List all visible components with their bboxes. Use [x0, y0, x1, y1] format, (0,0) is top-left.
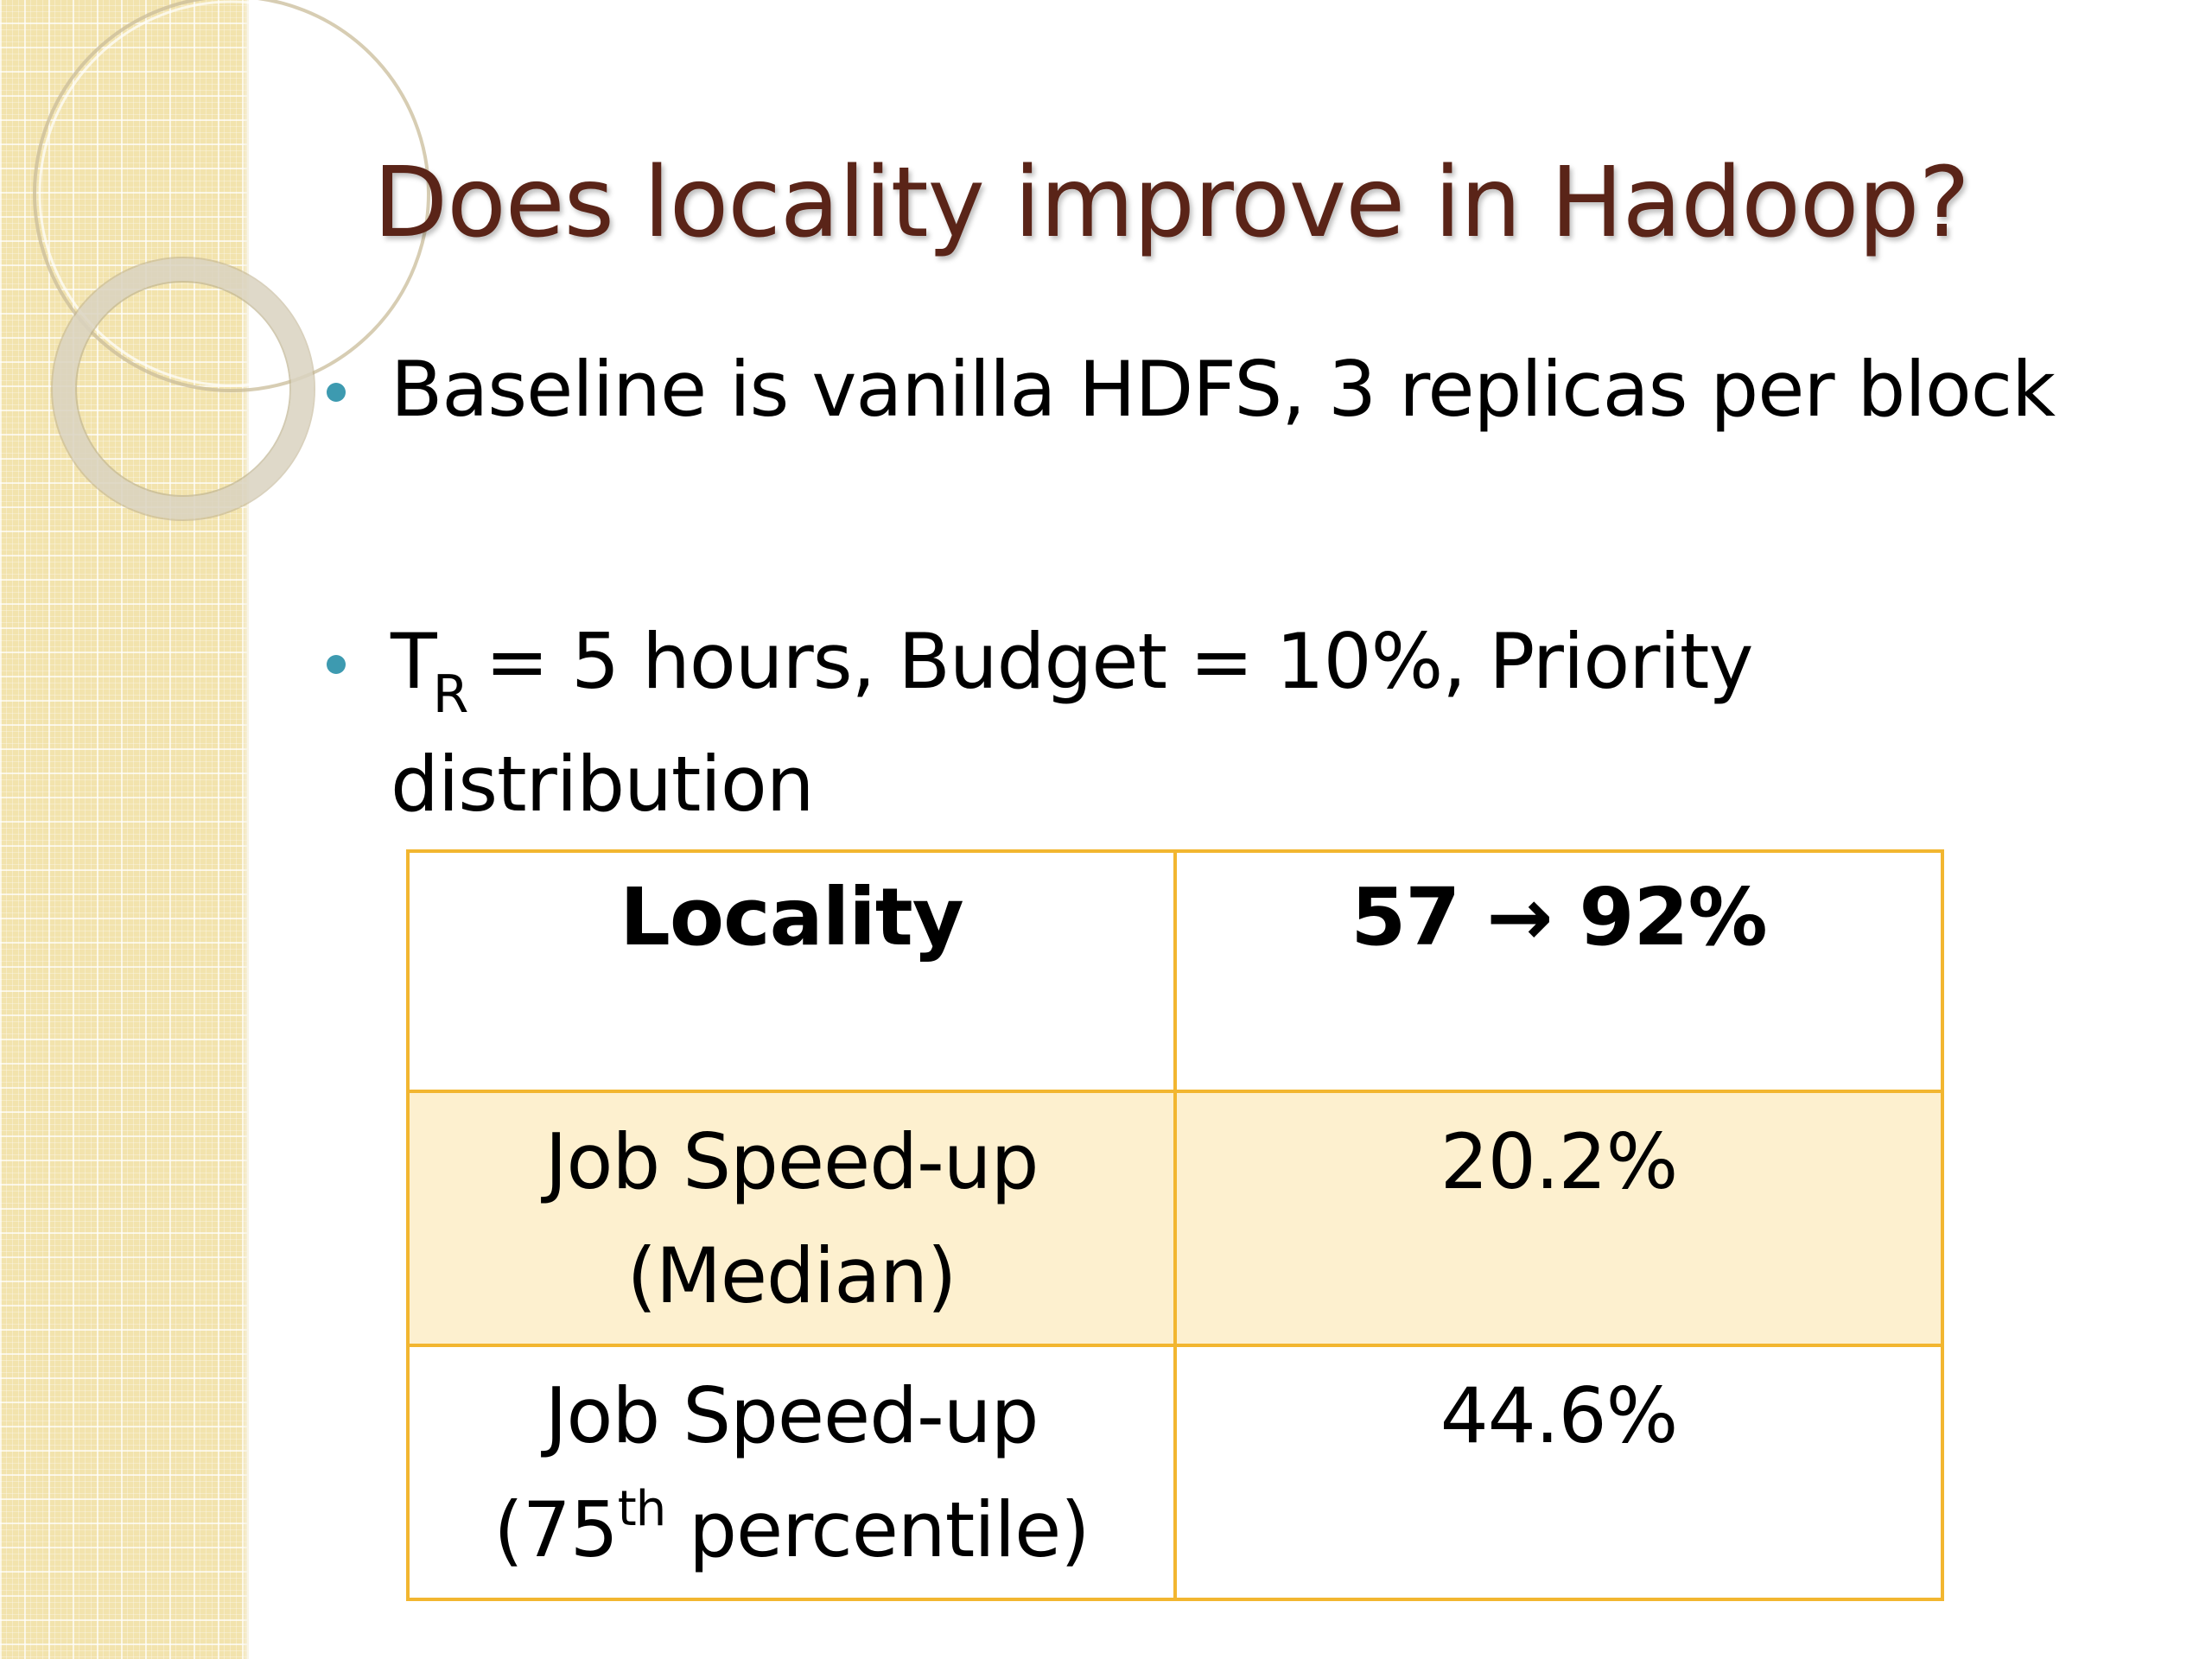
p75-value-cell: 44.6% — [1173, 1344, 1944, 1601]
bullet-dot-icon — [327, 655, 346, 674]
slide-title: Does locality improve in Hadoop? — [373, 147, 1970, 259]
median-value-cell: 20.2% — [1173, 1090, 1944, 1347]
median-label-line1: Job Speed-up — [544, 1117, 1039, 1206]
large-ring — [33, 0, 430, 392]
large-ring-highlight — [38, 0, 425, 387]
parameters-text: = 5 hours, Budget = 10%, Priority distri… — [391, 617, 1753, 829]
locality-value: 57 → 92% — [1351, 871, 1767, 963]
p75-label-line2: (75th percentile) — [418, 1473, 1165, 1598]
bullet-parameters: TR = 5 hours, Budget = 10%, Priority dist… — [391, 605, 2015, 842]
small-ring — [53, 258, 314, 519]
p75-label-line1: Job Speed-up — [544, 1371, 1039, 1460]
p75-label-cell: Job Speed-up (75th percentile) — [406, 1344, 1177, 1601]
median-label-line2: (Median) — [626, 1231, 957, 1320]
table-row: Job Speed-up (Median) 20.2% — [406, 1090, 1944, 1347]
tr-subscript: R — [432, 664, 469, 725]
table-row: Job Speed-up (75th percentile) 44.6% — [406, 1344, 1944, 1601]
bullet-baseline: Baseline is vanilla HDFS, 3 replicas per… — [391, 345, 2056, 434]
locality-label: Locality — [620, 871, 963, 963]
side-strip-edge — [242, 0, 249, 1659]
p75-label-superscript: th — [617, 1481, 666, 1537]
small-ring-outer-edge — [51, 257, 315, 521]
p75-label-suffix: percentile) — [665, 1485, 1090, 1574]
small-ring-inner-edge — [75, 281, 291, 497]
locality-label-cell: Locality — [406, 849, 1177, 1093]
decorative-rings — [33, 0, 430, 521]
table-header-row: Locality 57 → 92% — [406, 849, 1944, 1093]
results-table: Locality 57 → 92% Job Speed-up (Median) … — [406, 849, 1944, 1601]
p75-label-prefix: (75 — [493, 1485, 618, 1574]
median-label-cell: Job Speed-up (Median) — [406, 1090, 1177, 1347]
median-value: 20.2% — [1440, 1117, 1679, 1206]
tr-symbol: T — [391, 617, 437, 706]
locality-value-cell: 57 → 92% — [1173, 849, 1944, 1093]
p75-value: 44.6% — [1440, 1371, 1679, 1460]
bullet-dot-icon — [327, 383, 346, 402]
